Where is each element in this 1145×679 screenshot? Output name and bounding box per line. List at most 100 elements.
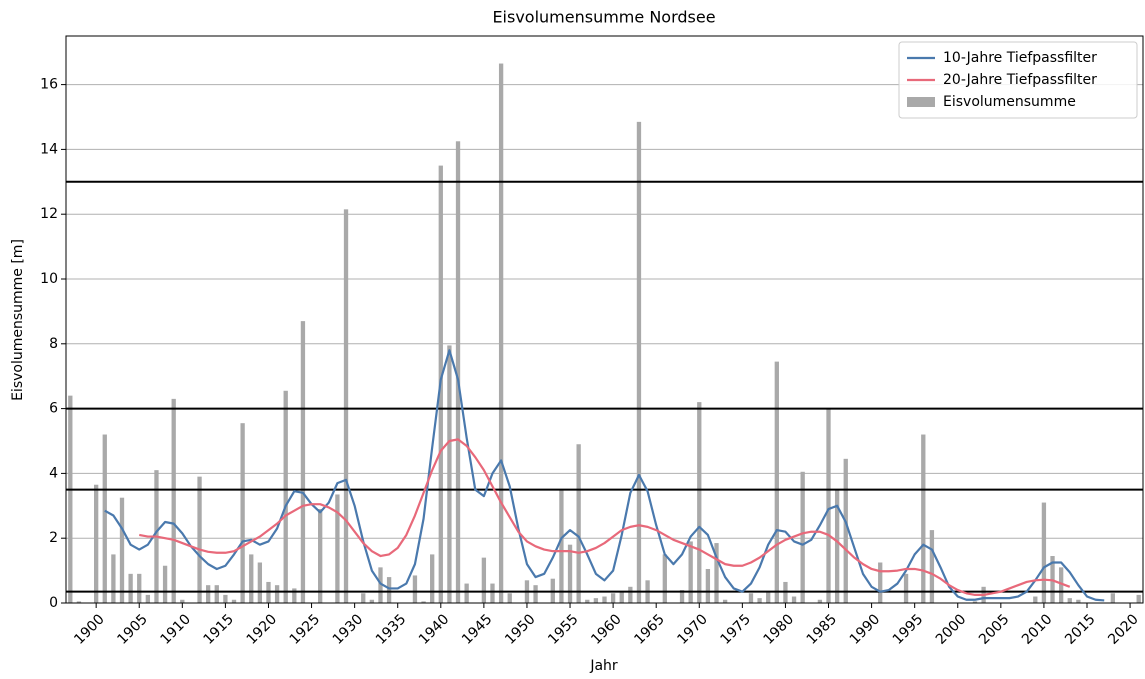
bar	[972, 601, 978, 603]
bar	[1067, 598, 1072, 603]
bar	[223, 594, 228, 603]
bar	[1110, 593, 1115, 603]
x-tick-label: 2000	[933, 611, 970, 648]
bar	[576, 444, 581, 603]
bar	[231, 599, 237, 603]
bar	[481, 557, 487, 603]
legend-label: 10-Jahre Tiefpassfilter	[943, 50, 1097, 66]
bar	[791, 596, 797, 603]
line	[104, 349, 1105, 602]
bar	[800, 471, 805, 603]
bar	[533, 585, 538, 603]
x-axis-label: Jahr	[589, 658, 618, 674]
bar	[1076, 599, 1081, 603]
bar	[817, 599, 823, 603]
bar	[318, 509, 323, 603]
x-tick-label: 1965	[631, 611, 668, 648]
bar	[688, 541, 693, 603]
bar	[386, 577, 392, 603]
x-tick-label: 2005	[976, 611, 1013, 648]
bar	[766, 591, 771, 603]
bar	[826, 408, 831, 603]
bar	[171, 398, 176, 603]
bar	[921, 434, 926, 603]
bar	[679, 590, 685, 603]
bar	[929, 530, 935, 603]
bar	[1136, 594, 1141, 603]
bar	[447, 345, 452, 603]
y-tick-label: 16	[40, 77, 58, 93]
bar	[197, 476, 202, 603]
bar	[180, 599, 185, 603]
bar	[507, 593, 512, 603]
y-tick-label: 4	[49, 465, 58, 481]
bar	[559, 489, 564, 603]
bar	[162, 565, 168, 603]
bar	[878, 562, 883, 603]
legend-swatch	[907, 97, 935, 107]
bar	[697, 402, 702, 603]
y-tick-label: 6	[49, 401, 58, 417]
bar	[585, 599, 590, 603]
bar	[757, 598, 762, 603]
bar	[602, 596, 607, 603]
bar	[257, 562, 263, 603]
x-tick-label: 1905	[114, 611, 151, 648]
x-tick-label: 1960	[588, 611, 625, 648]
bar	[1033, 596, 1038, 603]
bar	[240, 423, 245, 603]
x-tick-label: 1955	[545, 611, 582, 648]
legend-box	[898, 41, 1138, 119]
x-tick-label: 1920	[244, 611, 281, 648]
x-tick-label: 1950	[502, 611, 539, 648]
bar	[662, 554, 667, 603]
bar	[498, 63, 504, 604]
bar	[714, 543, 719, 603]
bar	[464, 583, 469, 603]
line	[139, 438, 1071, 596]
x-tick-label: 1935	[373, 611, 410, 648]
bar	[206, 585, 211, 603]
x-tick-label: 1995	[890, 611, 927, 648]
bar	[119, 497, 125, 603]
y-tick-label: 8	[49, 336, 58, 352]
x-tick-label: 1975	[717, 611, 754, 648]
bar	[628, 586, 633, 603]
bar	[214, 585, 219, 603]
bar	[1058, 567, 1064, 603]
bar	[430, 554, 435, 603]
chart-title: Eisvolumensumme Nordsee	[492, 8, 715, 27]
bar	[335, 494, 340, 603]
bar	[94, 484, 99, 603]
bar	[834, 489, 840, 603]
bar	[68, 395, 73, 603]
x-tick-label: 2015	[1062, 611, 1099, 648]
bar	[249, 554, 254, 603]
x-tick-label: 1990	[847, 611, 884, 648]
y-axis-label: Eisvolumensumme [m]	[10, 239, 26, 401]
bar	[128, 573, 133, 603]
x-tick-label: 1945	[459, 611, 496, 648]
bar	[490, 583, 495, 603]
legend: 10-Jahre Tiefpassfilter 20-Jahre Tiefpass…	[898, 41, 1138, 119]
bar	[292, 588, 297, 603]
bar	[722, 599, 728, 603]
x-tick-label: 1925	[287, 611, 324, 648]
x-tick-label: 1910	[157, 611, 194, 648]
bar	[421, 601, 426, 603]
plot-frame	[65, 35, 1144, 604]
bar	[610, 593, 616, 603]
x-tick-label: 2010	[1019, 611, 1056, 648]
bar	[361, 593, 366, 603]
x-tick-label: 1940	[416, 611, 453, 648]
bar	[343, 209, 349, 603]
bar	[283, 390, 288, 603]
x-tick-label: 1985	[804, 611, 841, 648]
bar	[774, 361, 779, 603]
bar	[137, 573, 142, 603]
bar	[300, 321, 306, 603]
x-tick-label: 1980	[761, 611, 798, 648]
bar	[1041, 502, 1047, 603]
x-tick-label: 1970	[674, 611, 711, 648]
